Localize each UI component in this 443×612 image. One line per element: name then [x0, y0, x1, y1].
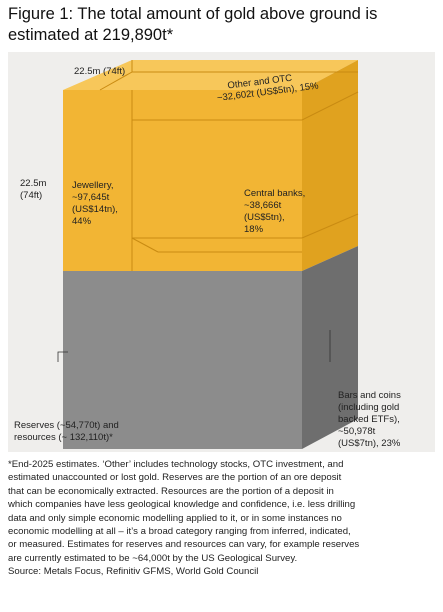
- central-banks-label-1: Central banks,: [244, 188, 305, 199]
- top-dimension-label: 22.5m (74ft): [74, 66, 125, 77]
- bars-step: [131, 237, 159, 253]
- grey-front-face: [63, 271, 302, 449]
- bars-coins-label-4: ~50,978t: [338, 426, 376, 437]
- central-banks-label-4: 18%: [244, 224, 264, 235]
- jewellery-label-3: (US$14tn),: [72, 204, 118, 215]
- central-banks-label-2: ~38,666t: [244, 200, 282, 211]
- footnote-line: are currently estimated to be ~64,000t b…: [8, 552, 298, 564]
- callout-lines: [57, 330, 331, 362]
- figure-title: Figure 1: The total amount of gold above…: [8, 5, 378, 44]
- jewellery-label-4: 44%: [72, 216, 92, 227]
- jewellery-label-2: ~97,645t: [72, 192, 110, 203]
- bars-coins-label-2: (including gold: [338, 402, 399, 413]
- jewellery-label-1: Jewellery,: [72, 180, 114, 191]
- footnote-line: or measured. Estimates for reserves and …: [8, 539, 360, 551]
- cube-svg: 22.5m (74ft) 22.5m (74ft) Other and OTC …: [14, 60, 401, 449]
- gold-cube-diagram: 22.5m (74ft) 22.5m (74ft) Other and OTC …: [8, 52, 435, 452]
- footnote: *End-2025 estimates. ‘Other’ includes te…: [8, 458, 436, 579]
- side-dimension-label-2: (74ft): [20, 190, 42, 201]
- central-banks-label-3: (US$5tn),: [244, 212, 285, 223]
- footnote-line: data and only simple economic modelling …: [8, 512, 342, 524]
- source-line: Source: Metals Focus, Refinitiv GFMS, Wo…: [8, 566, 259, 578]
- reserves-callout-line: [57, 351, 68, 362]
- footnote-line: economic modelling at all – it’s a broad…: [8, 526, 351, 538]
- bars-coins-label-5: (US$7tn), 23%: [338, 438, 401, 449]
- footnote-line: estimated unaccounted or lost gold. Rese…: [8, 472, 342, 484]
- otc-side-divider: [301, 91, 359, 121]
- central-banks-side-divider: [301, 213, 359, 239]
- reserves-label-1: Reserves (~54,770t) and: [14, 420, 119, 431]
- bars-coins-label-1: Bars and coins: [338, 390, 401, 401]
- reserves-label-2: resources (~ 132,110t)*: [14, 432, 113, 443]
- side-dimension-label-1: 22.5m: [20, 178, 46, 189]
- gold-front-face: [63, 90, 302, 271]
- footnote-line: which companies have less geological kno…: [8, 499, 356, 511]
- footnote-line: *End-2025 estimates. ‘Other’ includes te…: [8, 459, 344, 470]
- section-dividers: [99, 60, 359, 271]
- bars-coins-label-3: backed ETFs),: [338, 414, 400, 425]
- gold-top-face: [63, 60, 358, 90]
- footnote-line: that can be economically extracted. Reso…: [8, 485, 334, 497]
